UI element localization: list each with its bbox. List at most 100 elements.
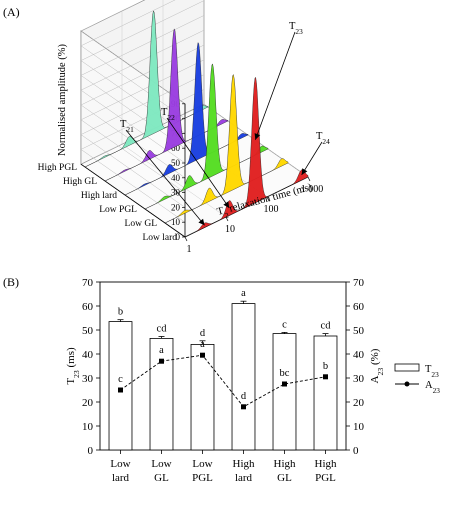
back-wall-gridline (80, 103, 205, 165)
x-tick-label-line1: Low (192, 458, 212, 470)
annotation-arrow-22 (166, 117, 230, 209)
bar-significance-label: b (118, 307, 123, 318)
trace-low-lard (184, 77, 309, 238)
back-wall-gridline (80, 0, 205, 61)
annotation-arrowhead-24 (301, 168, 308, 175)
y2-tick-label: 40 (353, 349, 365, 361)
side-wall-gridline (80, 60, 186, 134)
point-significance-label: bc (280, 368, 290, 379)
z-tick-label: 20 (171, 202, 181, 212)
y2-tick-label: 70 (353, 277, 365, 289)
annotation-label-21: T21 (120, 119, 134, 134)
bar (190, 344, 215, 451)
depth-axis-line (80, 163, 186, 238)
x-tick-label: 100 (264, 204, 279, 215)
legend-swatch-marker-a23 (404, 381, 410, 387)
line-point (118, 387, 123, 393)
x-tick-label: 10 (225, 224, 235, 235)
bar-significance-label: a (241, 288, 246, 299)
x-tick-label-line2: GL (277, 472, 292, 484)
x-tick-label-line2: PGL (192, 472, 213, 484)
panel-b-bar-chart: (B) 0 10 20 30 40 50 60 70 0 10 20 30 40 50 60 70 T23 (ms… (0, 272, 474, 504)
back-wall-gridline (80, 59, 205, 121)
depth-label: High lard (81, 191, 117, 201)
point-significance-label: a (159, 345, 164, 356)
z-tick-label: 60 (171, 143, 181, 153)
x-tick-label-line1: High (274, 458, 297, 470)
bar (231, 303, 256, 451)
depth-label: High GL (63, 177, 97, 187)
y2-tick-label: 60 (353, 301, 365, 313)
x-tick-mark (307, 176, 311, 182)
x-tick-mark (225, 216, 229, 222)
depth-label: Low GL (125, 219, 158, 229)
z-axis-title: Normalised amplitude (%) (57, 44, 68, 156)
legend-label-a23: A23 (425, 380, 440, 395)
back-wall-gridline (80, 74, 205, 135)
y-tick-label: 10 (82, 421, 94, 433)
panel-label-a: (A) (3, 5, 20, 19)
y-tick-label: 70 (82, 277, 94, 289)
x-tick-label-line2: lard (112, 472, 130, 484)
x-tick-label-line2: lard (235, 472, 253, 484)
chart-b-svg: (B) 0 10 20 30 40 50 60 70 0 10 20 30 40 50 60 70 T23 (ms… (3, 275, 440, 484)
point-significance-label: c (118, 374, 123, 385)
bar (272, 333, 297, 451)
bar-significance-label: d (200, 328, 206, 339)
point-significance-label: d (241, 391, 247, 402)
floor-gridline (121, 143, 227, 218)
trace-low-gl (164, 73, 289, 224)
x-tick-mark (266, 196, 270, 202)
x-tick-label-line2: PGL (315, 472, 336, 484)
line-point (323, 374, 328, 380)
bar-significance-label: cd (321, 321, 332, 332)
z-tick-label: 30 (171, 188, 181, 198)
depth-label: Low PGL (99, 205, 137, 215)
side-wall-gridline (80, 30, 186, 105)
x-tick-label-line2: GL (154, 472, 169, 484)
legend-swatch-t23 (394, 363, 420, 372)
annotation-arrowhead-23 (254, 133, 261, 140)
annotation-arrowhead-22 (223, 201, 230, 209)
annotation-label-22: T22 (161, 107, 175, 122)
bar (313, 335, 338, 451)
y-tick-label: 40 (82, 349, 94, 361)
back-wall-gridline (80, 44, 205, 106)
line-point (241, 404, 246, 410)
y2-tick-label: 10 (353, 421, 365, 433)
annotation-label-24: T24 (316, 131, 330, 146)
depth-label: Low lard (142, 233, 177, 243)
y-axis-title: T23 (ms) (65, 347, 81, 385)
z-tick-label: 10 (171, 217, 181, 227)
y-tick-label: 60 (82, 301, 94, 313)
panel-label-b: (B) (3, 275, 19, 289)
back-wall-gridline (80, 0, 176, 47)
y2-axis-title: A23 (%) (369, 348, 385, 383)
back-wall-gridline (80, 0, 146, 32)
y-tick-label: 0 (88, 445, 94, 457)
y2-tick-label: 20 (353, 397, 365, 409)
back-wall-gridline (80, 15, 205, 76)
bar-significance-label: cd (157, 323, 168, 334)
x-tick-label: 1 000 (301, 184, 324, 195)
plot-frame (99, 281, 347, 451)
z-tick-label: 50 (171, 158, 181, 168)
x-tick-label-line1: High (315, 458, 338, 470)
back-wall-gridline (80, 89, 205, 150)
depth-label: High PGL (38, 163, 78, 173)
line-point (159, 358, 164, 364)
line-point (200, 352, 205, 358)
annotation-arrow-21 (125, 129, 205, 226)
line-point (282, 381, 287, 387)
y2-tick-label: 0 (353, 445, 359, 457)
annotation-label-23: T23 (289, 21, 303, 36)
z-tick-label: 0 (176, 232, 181, 242)
bar-significance-label: c (282, 319, 287, 330)
point-significance-label: b (323, 361, 328, 372)
point-significance-label: a (200, 339, 205, 350)
annotation-arrow-23 (254, 31, 296, 140)
y2-tick-label: 50 (353, 325, 365, 337)
annotation-arrow-24 (301, 141, 323, 176)
